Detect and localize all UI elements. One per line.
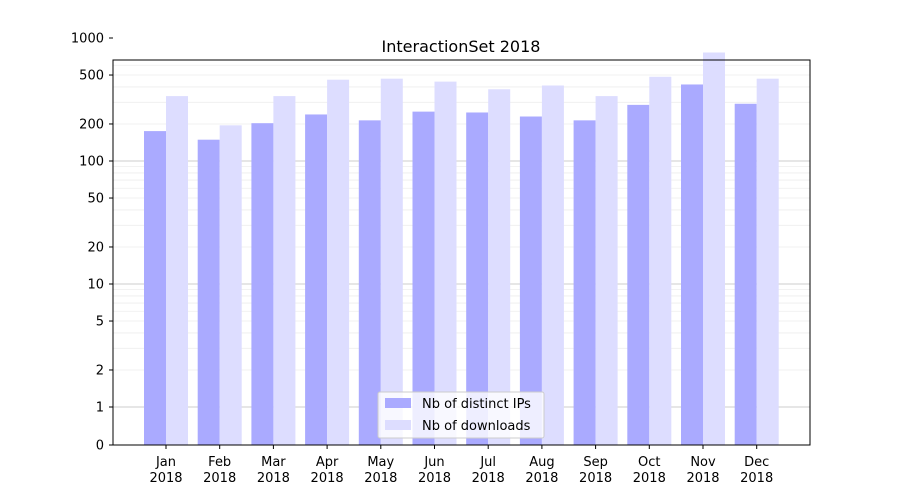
x-tick-label: Mar 2018: [257, 455, 290, 486]
y-tick-label: 500: [79, 69, 104, 84]
bar-distinct-ips: [519, 116, 542, 445]
bar-distinct-ips: [197, 139, 220, 445]
bar-distinct-ips: [358, 120, 381, 446]
legend-swatch-downloads: [385, 420, 411, 430]
y-tick-label: 0: [96, 439, 104, 454]
bar-distinct-ips: [305, 114, 328, 445]
bar-downloads: [380, 78, 403, 446]
legend: Nb of distinct IPs Nb of downloads: [377, 391, 545, 439]
x-tick-label: Jul 2018: [472, 455, 505, 486]
bar-distinct-ips: [573, 120, 596, 446]
y-tick-label: 100: [79, 155, 104, 170]
y-tick-label: 20: [87, 240, 104, 255]
x-tick-label: Feb 2018: [203, 455, 236, 486]
bar-downloads: [327, 79, 350, 445]
bar-downloads: [541, 85, 564, 445]
bar-distinct-ips: [627, 104, 650, 446]
bar-distinct-ips: [412, 111, 435, 445]
x-tick-label: Jan 2018: [149, 455, 182, 486]
bar-distinct-ips: [144, 131, 166, 445]
legend-label-ips: Nb of distinct IPs: [422, 397, 531, 412]
bar-downloads: [434, 81, 457, 445]
bar-distinct-ips: [734, 103, 757, 446]
y-tick-label: 1000: [71, 32, 104, 47]
legend-label-downloads: Nb of downloads: [422, 419, 531, 434]
plot-frame: [112, 59, 811, 446]
bar-downloads: [166, 96, 188, 445]
bar-distinct-ips: [681, 84, 703, 445]
legend-swatch-ips: [385, 398, 411, 408]
bar-downloads: [595, 96, 618, 445]
y-axis: 0 1 2 5 10 20 50 100 200 500 1000: [71, 32, 113, 454]
y-tick-label: 5: [96, 315, 104, 330]
bar-downloads: [756, 78, 779, 446]
x-tick-label: Nov 2018: [686, 455, 719, 486]
y-tick-label: 1: [96, 401, 104, 416]
x-tick-label: Jun 2018: [418, 455, 451, 486]
y-tick-label: 10: [87, 278, 104, 293]
x-tick-label: May 2018: [364, 455, 397, 486]
y-tick-label: 50: [87, 192, 104, 207]
x-tick-label: Aug 2018: [525, 455, 558, 486]
bar-downloads: [649, 76, 672, 445]
legend-box: [377, 391, 545, 439]
chart-title: InteractionSet 2018: [382, 37, 541, 56]
bar-distinct-ips: [251, 123, 274, 446]
y-tick-label: 2: [96, 363, 104, 378]
x-tick-label: Dec 2018: [740, 455, 773, 486]
x-axis: Jan 2018 Feb 2018 Mar 2018 Apr 2018 May 2018 Jun 20…: [149, 445, 773, 486]
x-tick-label: Apr 2018: [311, 455, 344, 486]
bar-downloads: [273, 96, 296, 445]
x-tick-label: Oct 2018: [633, 455, 666, 486]
y-tick-label: 200: [79, 117, 104, 132]
bar-downloads: [488, 89, 511, 446]
x-tick-label: Sep 2018: [579, 455, 612, 486]
bars: [144, 52, 779, 446]
bar-downloads: [703, 52, 725, 446]
bar-downloads: [219, 125, 242, 445]
bar-distinct-ips: [466, 112, 489, 445]
